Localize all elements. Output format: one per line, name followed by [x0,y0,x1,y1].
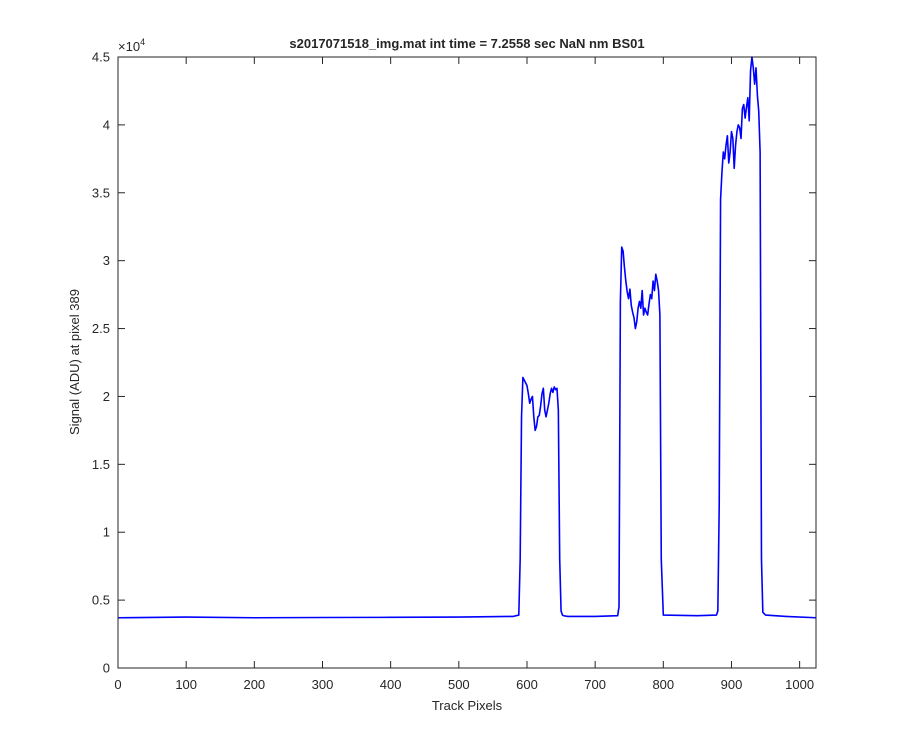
x-axis-title: Track Pixels [432,698,503,713]
x-tick-label: 200 [243,677,265,692]
x-tick-label: 1000 [785,677,814,692]
y-exponent-power: 4 [140,37,145,47]
x-tick-label: 800 [652,677,674,692]
x-tick-label: 400 [380,677,402,692]
chart-title: s2017071518_img.mat int time = 7.2558 se… [289,36,644,51]
y-exponent-label: ×104 [118,37,145,54]
y-tick-label: 2.5 [92,321,110,336]
signal-series-line [117,56,817,619]
y-tick-label: 4 [103,117,110,132]
tick-layer: 0 100 200 300 400 500 600 700 800 900 1000 0 0.5 1 1.5… [92,50,816,692]
plot-area [118,57,816,668]
x-tick-label: 0 [114,677,121,692]
y-tick-label: 3 [103,253,110,268]
x-tick-label: 300 [312,677,334,692]
y-tick-label: 0.5 [92,593,110,608]
data-layer [117,56,817,619]
x-tick-label: 700 [584,677,606,692]
y-tick-label: 0 [103,661,110,676]
y-tick-label: 1.5 [92,457,110,472]
y-tick-label: 3.5 [92,185,110,200]
x-tick-label: 500 [448,677,470,692]
x-tick-label: 600 [516,677,538,692]
y-tick-label: 2 [103,389,110,404]
x-tick-label: 900 [721,677,743,692]
y-tick-label: 1 [103,525,110,540]
x-tick-label: 100 [175,677,197,692]
y-tick-label: 4.5 [92,50,110,65]
y-axis-title: Signal (ADU) at pixel 389 [67,289,82,435]
axes-box [117,56,817,669]
